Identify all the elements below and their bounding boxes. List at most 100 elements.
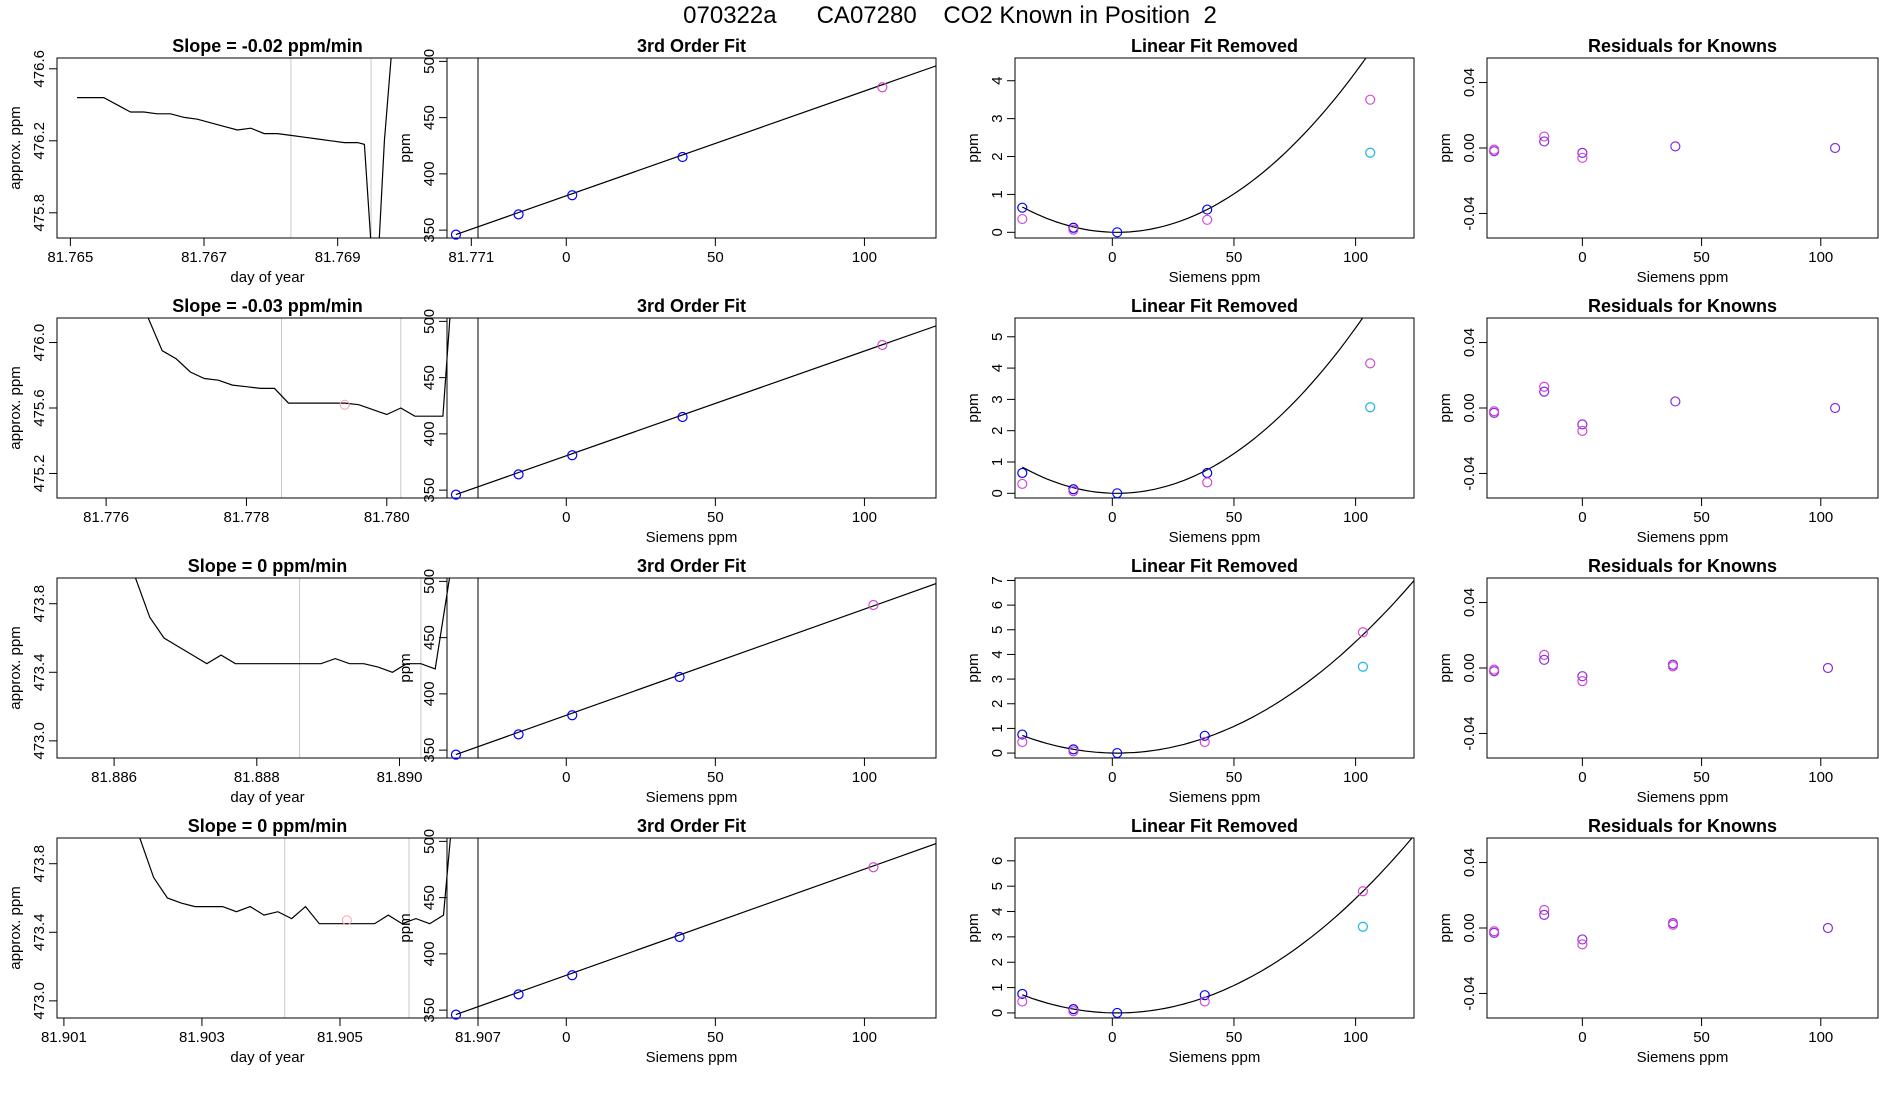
- panel-4-2-point-4: [868, 862, 879, 873]
- panel-3-3-ylabel: ppm: [965, 653, 982, 682]
- panel-4-3-frame: [1014, 837, 1415, 1019]
- panel-1-3-point-8: [1365, 147, 1376, 158]
- panel-2-1-ytick-label-1: 475.6: [31, 389, 48, 427]
- panel-4-2-point-3: [674, 931, 685, 943]
- panel-1-2-point-4: [877, 82, 888, 93]
- panel-2-1-ytick-label-0: 475.2: [31, 455, 48, 493]
- panel-4-1-ytick-label-0: 473.0: [31, 982, 48, 1020]
- panel-4-3-ytick-label-2: 2: [989, 958, 1006, 966]
- panel-3-4-xtick-label-2: 100: [1808, 769, 1833, 786]
- panel-1-2-ytick-label-3: 500: [421, 49, 438, 74]
- panel-2-3-point-0: [1017, 467, 1028, 479]
- panel-2-1-series-line-0: [147, 318, 451, 417]
- panel-3-3-point-6: [1199, 736, 1210, 748]
- panel-2-1-xtick-label-2: 81.780: [364, 509, 410, 526]
- panel-4-1-ytick-label-2: 473.8: [31, 845, 48, 883]
- panel-3-4-ylabel: ppm: [1437, 653, 1454, 682]
- panel-3-4-point-7: [1667, 661, 1679, 672]
- panel-1-1-xtick-label-3: 81.771: [448, 249, 494, 266]
- panel-2-3-ytick-label-3: 3: [989, 395, 1006, 403]
- panel-2-4-ytick-label-2: 0.04: [1461, 328, 1478, 357]
- panel-2-3-ylabel: ppm: [965, 393, 982, 422]
- panel-3-3-ytick-label-4: 4: [989, 650, 1006, 658]
- panel-3-3-point-8: [1357, 661, 1369, 672]
- panel-2-4-point-5: [1577, 425, 1588, 437]
- panel-4-3-point-1: [1017, 996, 1028, 1007]
- panel-1-4-ytick-label-1: 0.00: [1461, 133, 1478, 162]
- panel-4-1-xtick-label-3: 81.907: [455, 1029, 501, 1046]
- panel-2-3-point-3: [1068, 486, 1079, 497]
- panel-4-2-ytick-label-2: 450: [421, 885, 438, 910]
- panel-4-3-point-8: [1357, 921, 1369, 932]
- panel-1-4-ytick-label-2: 0.04: [1461, 68, 1478, 97]
- panel-3-1-ylabel: approx. ppm: [7, 626, 24, 709]
- panel-4-4-xtick-label-2: 100: [1808, 1029, 1833, 1046]
- panel-4-3-xtick-label-2: 100: [1343, 1029, 1368, 1046]
- panel-3-3-ytick-label-0: 0: [989, 749, 1006, 757]
- panel-2-2-ytick-label-3: 500: [421, 309, 438, 334]
- panel-4-2-point-1: [513, 989, 524, 1000]
- panel-3-3-xtick-label-0: 0: [1108, 769, 1116, 786]
- panel-4-3-ytick-label-1: 1: [989, 983, 1006, 991]
- panel-1-2-frame: [446, 57, 937, 239]
- panel-2-3-xtick-label-0: 0: [1108, 509, 1116, 526]
- panel-2-3-ytick-label-2: 2: [989, 427, 1006, 435]
- panel-2-2-xlabel: Siemens ppm: [646, 529, 738, 546]
- panel-3-2-ylabel: ppm: [397, 653, 414, 682]
- panel-2-1-xtick-label-0: 81.776: [83, 509, 129, 526]
- panel-1-4-title: Residuals for Knowns: [1588, 36, 1777, 56]
- panel-2-4-title: Residuals for Knowns: [1588, 296, 1777, 316]
- panel-2-3-ytick-label-4: 4: [989, 364, 1006, 372]
- panel-1-4-xtick-label-2: 100: [1808, 249, 1833, 266]
- panel-1-2-ytick-label-2: 450: [421, 105, 438, 130]
- panel-4-2-xlabel: Siemens ppm: [646, 1049, 738, 1066]
- panel-3-3-xtick-label-1: 50: [1226, 769, 1243, 786]
- panel-1-2-title: 3rd Order Fit: [637, 36, 746, 56]
- panel-3-3-xtick-label-2: 100: [1343, 769, 1368, 786]
- panel-2-1-title: Slope = -0.03 ppm/min: [172, 296, 363, 316]
- panel-4-2-frame: [446, 837, 937, 1019]
- panel-3-3-ytick-label-7: 7: [989, 576, 1006, 584]
- panel-2-4-point-7: [1829, 402, 1841, 414]
- panel-2-3-ytick-label-0: 0: [989, 489, 1006, 497]
- panel-2-4-xtick-label-1: 50: [1693, 509, 1710, 526]
- panel-3-4-xtick-label-1: 50: [1693, 769, 1710, 786]
- panel-2-2-point-0: [450, 489, 462, 500]
- panel-3-1-xtick-label-2: 81.890: [377, 769, 423, 786]
- panel-4-3-point-0: [1017, 988, 1028, 1000]
- panel-2-3-xtick-label-1: 50: [1226, 509, 1243, 526]
- panel-2-2-ytick-label-0: 350: [421, 478, 438, 503]
- panel-3-3-ytick-label-5: 5: [989, 626, 1006, 634]
- panel-3-1-ytick-label-1: 473.4: [31, 654, 48, 692]
- panel-3-2-point-0: [450, 749, 462, 760]
- panel-3-3-ytick-label-6: 6: [989, 601, 1006, 609]
- panel-3-4-point-4: [1577, 671, 1588, 682]
- panel-3-1-xlabel: day of year: [230, 789, 304, 806]
- panel-4-3-ytick-label-4: 4: [989, 907, 1006, 915]
- panel-1-3-ytick-label-3: 3: [989, 114, 1006, 122]
- panel-3-3-frame: [1014, 577, 1415, 759]
- panel-3-2-fit-curve: [455, 583, 936, 756]
- panel-3-3-point-1: [1017, 736, 1028, 748]
- panel-4-3-ytick-label-0: 0: [989, 1009, 1006, 1017]
- panel-4-1-title: Slope = 0 ppm/min: [188, 816, 348, 836]
- panel-4-3-ytick-label-6: 6: [989, 857, 1006, 865]
- panel-1-1-ytick-label-1: 476.2: [31, 122, 48, 160]
- panel-1-3-point-6: [1202, 214, 1213, 225]
- panel-4-2-fit-curve: [455, 843, 936, 1016]
- panel-2-4-xtick-label-2: 100: [1808, 509, 1833, 526]
- panel-1-4-ytick-label-0: -0.04: [1461, 196, 1478, 230]
- panel-3-2-point-3: [674, 671, 685, 683]
- panel-2-3-fit-curve: [1022, 318, 1364, 494]
- panel-2-3-ytick-label-5: 5: [989, 333, 1006, 341]
- page-title: 070322a CA07280 CO2 Known in Position 2: [683, 2, 1217, 29]
- panel-1-3-frame: [1014, 57, 1415, 239]
- panel-3-2-xtick-label-0: 0: [562, 769, 570, 786]
- panel-4-3-xtick-label-1: 50: [1226, 1029, 1243, 1046]
- panel-4-4-point-2: [1539, 904, 1550, 916]
- panel-1-3-xtick-label-0: 0: [1108, 249, 1116, 266]
- panel-1-2-point-1: [513, 209, 524, 220]
- panel-3-4-point-2: [1539, 649, 1550, 661]
- panel-4-1-series-line-0: [139, 838, 451, 925]
